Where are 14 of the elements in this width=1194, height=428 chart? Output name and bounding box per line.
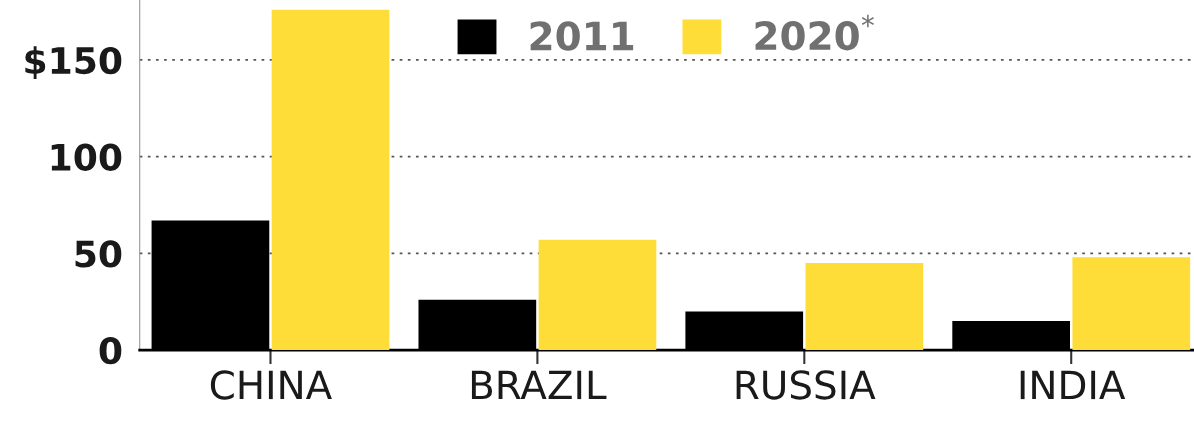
y-tick-label: 50	[75, 240, 122, 268]
y-tick-label: 100	[51, 143, 122, 171]
legend-label: 2011	[530, 21, 634, 51]
x-tick-label: CHINA	[210, 370, 332, 400]
x-tick-label: BRAZIL	[471, 370, 607, 400]
x-tick-label: INDIA	[1020, 370, 1126, 400]
legend-label: 2020$^{*}$	[755, 14, 874, 51]
y-tick-label: $150	[25, 46, 122, 79]
x-tick-label: RUSSIA	[736, 370, 876, 400]
bar	[271, 9, 390, 351]
bar	[1072, 257, 1191, 351]
bar	[538, 239, 657, 351]
y-tick-label: 0	[99, 337, 122, 365]
bar	[805, 263, 924, 351]
